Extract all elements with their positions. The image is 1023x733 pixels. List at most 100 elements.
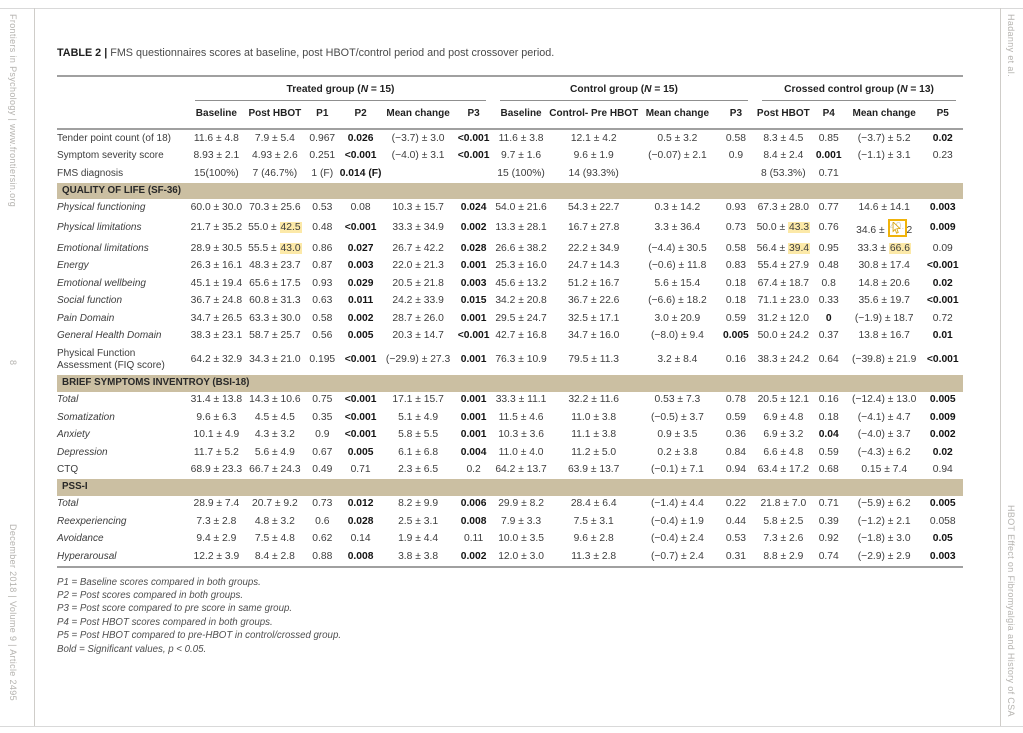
data-cell: 54.0 ± 21.6 [495,201,547,213]
row-label: Anxiety [57,429,90,440]
data-cell: 0.028 [454,240,492,258]
data-cell: 0.967 [309,132,336,144]
row-label: Symptom severity score [57,150,164,161]
data-cell: (−0.5) ± 3.7 [650,411,704,423]
data-cell: 8.2 ± 9.9 [398,498,439,509]
significant-value: 0.001 [460,312,487,324]
data-cell: <0.001 [339,148,381,166]
group-header-2: Crossed control group (N = 13) [755,76,963,101]
table-title: TABLE 2 | FMS questionnaires scores at b… [57,47,963,59]
table-row: Somatization 9.6 ± 6.3 4.5 ± 4.5 0.35 <0.001… [57,409,963,427]
data-cell: 0.72 [932,312,953,324]
data-cell: 0.005 [339,328,381,346]
col-header: P3 [454,101,493,130]
col-header: P5 [922,101,963,130]
col-header: Mean change [638,101,717,130]
data-cell: 5.6 ± 4.9 [254,446,295,458]
data-cell: 24.7 ± 14.3 [567,260,620,271]
data-cell: 32.5 ± 17.1 [567,312,620,324]
row-label: Physical Function Assessment (FIQ score) [57,347,165,372]
footnote-line: P5 = Post HBOT compared to pre-HBOT in c… [57,630,342,642]
data-cell: 3.0 ± 20.9 [654,312,701,324]
data-cell: <0.001 [339,345,381,375]
significant-value: 0.002 [460,222,487,233]
data-cell: (−0.07) ± 2.1 [648,150,707,161]
data-cell: 55.0 ± 42.5 [248,222,302,233]
data-table: Treated group (N = 15) Control group (N =… [57,75,963,568]
data-cell: 0.08 [350,201,371,213]
significant-value: <0.001 [457,132,490,144]
significant-value: 0.005 [347,446,374,458]
table-panel: TABLE 2 | FMS questionnaires scores at b… [57,47,963,656]
data-cell: 20.5 ± 12.1 [757,394,810,405]
significant-value: 0.028 [460,242,487,254]
data-cell: (−1.9) ± 18.7 [854,312,914,324]
data-cell: <0.001 [923,258,963,276]
significant-value: 0.005 [929,394,956,405]
significant-value: 0.008 [347,550,374,562]
data-cell: 0.22 [725,498,746,509]
significant-value: 0.005 [929,498,956,509]
data-cell: 13.3 ± 28.1 [495,222,547,233]
data-cell: 45.1 ± 19.4 [190,277,243,289]
data-cell: 0.029 [339,275,381,293]
data-cell: 4.3 ± 3.2 [254,429,295,440]
significant-value: 0.05 [932,533,953,544]
data-cell: 3.8 ± 3.8 [398,550,439,562]
significant-value: 0.029 [347,277,374,289]
data-cell: <0.001 [339,217,381,241]
significant-value: <0.001 [457,330,490,341]
data-cell: 0.026 [339,129,381,148]
data-cell: 0.001 [454,345,492,375]
data-cell: 67.3 ± 28.0 [757,201,810,213]
data-cell: <0.001 [339,409,381,427]
table-row: Total 28.9 ± 7.4 20.7 ± 9.2 0.73 0.012 8.2 ± … [57,496,963,514]
page-number: 8 [8,360,18,366]
data-cell: 58.7 ± 25.7 [249,330,301,341]
data-cell: (−12.4) ± 13.0 [852,394,917,405]
data-cell: 2.3 ± 6.5 [398,464,439,475]
group-header-spacer [57,76,188,101]
table-row: Depression 11.7 ± 5.2 5.6 ± 4.9 0.67 0.005 6.… [57,444,963,462]
data-cell: 6.1 ± 6.8 [398,446,439,458]
page-bottom-rule [0,726,1023,727]
significant-value: 0.01 [932,330,953,341]
significant-value: 0.001 [460,394,487,405]
data-cell: 12.1 ± 4.2 [570,132,617,144]
highlighted-value: 39.4 [788,242,811,254]
footnote-line: P3 = Post score compared to pre score in… [57,603,293,615]
data-cell: 24.2 ± 33.9 [392,295,444,306]
data-cell: 0.93 [312,277,333,289]
data-cell: 28.9 ± 30.5 [190,242,243,254]
data-cell: 0.02 [923,275,963,293]
data-cell: 0.008 [454,513,492,531]
data-cell: 2.5 ± 3.1 [398,515,439,527]
data-cell: 11.0 ± 3.8 [571,411,617,423]
data-cell: 63.3 ± 30.0 [249,312,301,324]
data-cell: 34.2 ± 20.8 [495,295,547,306]
data-cell: 33.3 ± 66.6 [857,242,911,254]
data-cell: 0.83 [725,260,746,271]
section-label: BRIEF SYMPTOMS INVENTROY (BSI-18) [57,375,963,392]
data-cell: 26.3 ± 16.1 [190,260,243,271]
data-cell: 0.5 ± 3.2 [657,132,698,144]
data-cell: 0.001 [454,427,492,445]
data-cell: 7.3 ± 2.6 [763,533,804,544]
data-cell: 34.6 ± 40.2 [846,217,923,241]
footnote-line: Bold = Significant values, p < 0.05. [57,643,207,655]
data-cell: 11.2 ± 5.0 [571,446,617,458]
data-cell: 0.02 [923,444,963,462]
data-cell: 0.3 ± 14.2 [654,201,701,213]
data-cell: 33.3 ± 11.1 [495,394,547,405]
data-cell: 0.2 [466,464,481,475]
data-cell: 7.9 ± 5.4 [254,132,295,144]
data-cell: 14.3 ± 10.6 [249,394,301,405]
data-cell: 0.02 [923,129,963,148]
data-cell: 0.002 [454,548,492,567]
row-label: Physical functioning [57,201,146,213]
data-cell: 0.005 [923,496,963,514]
data-cell: 28.7 ± 26.0 [392,312,444,324]
row-label: Depression [57,446,108,458]
table-row: Symptom severity score 8.93 ± 2.1 4.93 ± 2… [57,148,963,166]
data-cell: 0.62 [312,533,333,544]
